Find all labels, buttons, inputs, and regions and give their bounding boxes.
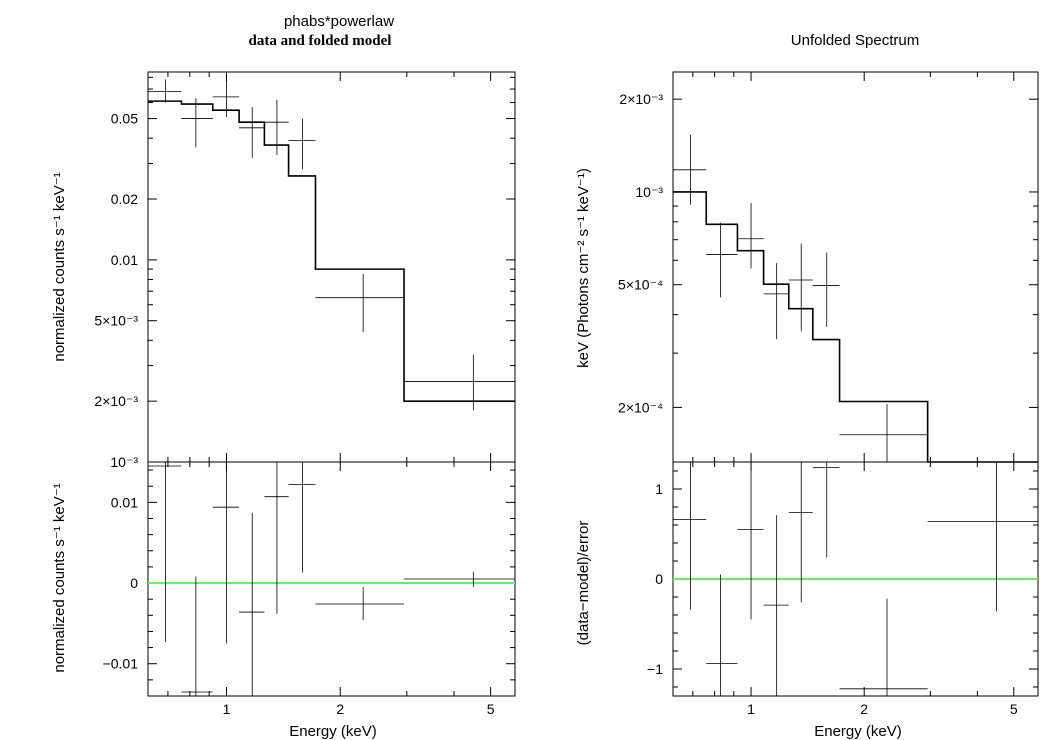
data-point (239, 512, 265, 696)
data-point (737, 462, 764, 620)
data-point (288, 462, 316, 573)
y-tick-label: 0.01 (111, 252, 138, 268)
data-point (673, 135, 707, 205)
x-tick-label: 2 (860, 701, 868, 717)
y-tick-label: 10⁻³ (110, 454, 138, 470)
right-top-y-axis-label: keV (Photons cm⁻² s⁻¹ keV⁻¹) (575, 168, 592, 368)
data-point (212, 462, 240, 644)
y-tick-label: 10⁻³ (635, 184, 663, 200)
data-point (315, 274, 405, 332)
data-point (212, 73, 240, 117)
left-x-axis-label: Energy (keV) (289, 723, 377, 740)
left-top-y-axis-label: normalized counts s⁻¹ keV⁻¹ (51, 172, 68, 361)
y-tick-label: 0 (130, 575, 138, 591)
data-point (812, 252, 840, 327)
y-tick-label: 1 (655, 481, 663, 497)
data-point (404, 354, 515, 411)
x-tick-label: 5 (487, 701, 495, 717)
data-point (737, 203, 764, 269)
data-point (673, 462, 707, 610)
figure-1: 2×10⁻³ 10⁻³ 5×10⁻⁴ 2×10⁻⁴ 1 0 −1 1 2 5 (618, 71, 1039, 717)
y-tick-label: 5×10⁻⁴ (618, 277, 663, 293)
plot-frame (672, 71, 1039, 463)
panel-1-top: 2×10⁻³ 10⁻³ 5×10⁻⁴ 2×10⁻⁴ (618, 71, 1039, 463)
data-point (148, 462, 182, 642)
panel-0-bottom: 0.01 0 −0.01 1 2 5 (103, 461, 516, 717)
figure-0: 0.05 0.02 0.01 5×10⁻³ 2×10⁻³ 10⁻³ 0.01 0 −0.01 1 2… (94, 71, 516, 717)
x-tick-label: 5 (1010, 701, 1018, 717)
left-subtitle: data and folded model (249, 33, 392, 49)
panel-0-top: 0.05 0.02 0.01 5×10⁻³ 2×10⁻³ 10⁻³ (94, 71, 516, 470)
data-point (763, 263, 789, 340)
y-tick-label: 2×10⁻⁴ (618, 399, 663, 415)
y-tick-label: 2×10⁻³ (619, 91, 663, 107)
data-point (839, 404, 928, 462)
left-bottom-y-axis-label: normalized counts s⁻¹ keV⁻¹ (51, 483, 68, 672)
right-title: Unfolded Spectrum (791, 32, 919, 49)
y-tick-label: −0.01 (103, 656, 139, 672)
data-point (288, 118, 316, 170)
y-tick-label: 0 (655, 571, 663, 587)
y-tick-label: 0.05 (111, 111, 138, 127)
panel-1-bottom: 1 0 −1 1 2 5 (647, 461, 1039, 717)
y-tick-label: 5×10⁻³ (94, 313, 138, 329)
plot-frame (147, 71, 516, 463)
model-step-line (673, 191, 1038, 463)
right-bottom-y-axis-label: (data−model)/error (575, 521, 592, 646)
data-point (264, 462, 289, 614)
y-tick-label: 0.01 (111, 494, 138, 510)
data-point (264, 99, 289, 156)
data-point (788, 243, 813, 332)
y-tick-label: 2×10⁻³ (94, 393, 138, 409)
x-tick-label: 2 (336, 701, 344, 717)
data-point (239, 107, 265, 158)
data-point (706, 574, 738, 696)
model-step-line (148, 100, 515, 402)
data-point (839, 598, 928, 696)
y-tick-label: 0.02 (111, 191, 138, 207)
data-point (763, 515, 789, 696)
x-tick-label: 1 (747, 701, 755, 717)
x-tick-label: 1 (223, 701, 231, 717)
data-point (315, 587, 405, 621)
data-point (148, 79, 182, 103)
data-point (927, 462, 1038, 612)
data-point (404, 571, 515, 588)
data-point (706, 222, 738, 298)
data-point (181, 98, 213, 148)
right-x-axis-label: Energy (keV) (814, 723, 902, 740)
data-point (812, 462, 840, 558)
y-tick-label: −1 (647, 661, 663, 677)
left-title: phabs*powerlaw (284, 13, 394, 30)
data-point (181, 576, 213, 696)
data-point (788, 462, 813, 603)
